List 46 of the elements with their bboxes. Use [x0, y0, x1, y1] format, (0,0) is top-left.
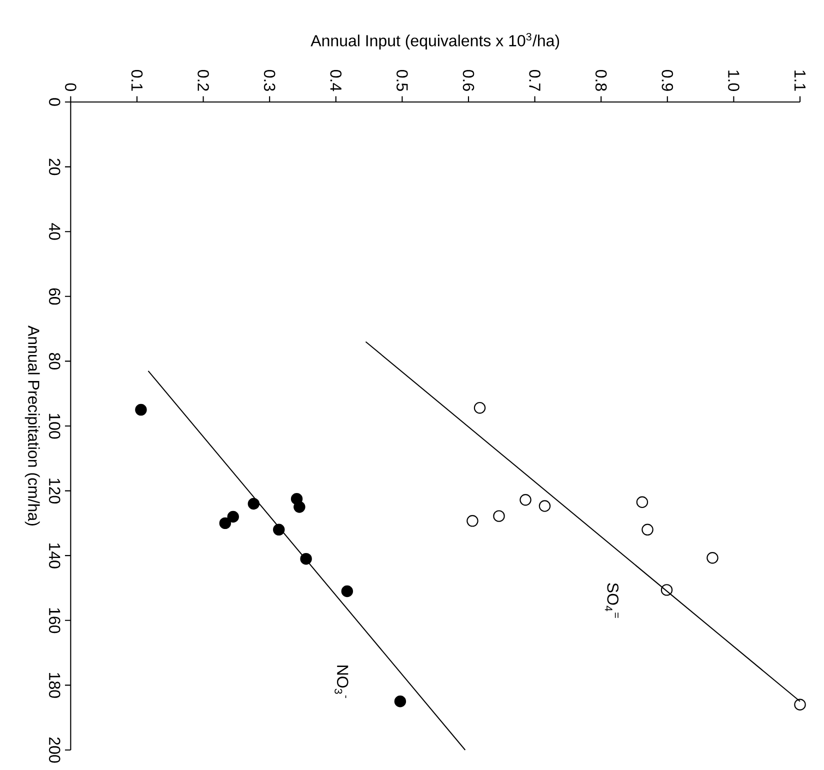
x-axis-title: Annual Input (equivalents x 10$^{3}$/ha)	[310, 32, 560, 50]
point	[272, 524, 285, 536]
y-tick-label: 160	[48, 608, 60, 634]
x-tick-label: 0.1	[131, 70, 143, 91]
x-tick-label: 0	[65, 83, 76, 91]
point	[219, 517, 232, 530]
text: NO$_{3}$-	[334, 666, 348, 698]
y-tick-label: 60	[48, 288, 60, 305]
point	[706, 552, 718, 564]
x-tick-label: 0.2	[198, 70, 209, 91]
point	[466, 515, 478, 527]
point	[248, 498, 260, 510]
y-tick-label: 100	[48, 414, 60, 439]
x-tick-label: 0.3	[264, 70, 276, 91]
y-axis-title: Annual Precipitation (cm/ha)	[24, 326, 40, 526]
x-tick-label: 0.8	[595, 70, 607, 91]
x-tick-label: 0.6	[462, 70, 474, 91]
point	[520, 494, 532, 506]
point	[341, 585, 354, 598]
point	[474, 402, 486, 414]
point	[794, 698, 806, 711]
y-tick-label: 200	[48, 737, 60, 763]
y-tick-label: 180	[48, 673, 60, 698]
y-tick-label: 20	[48, 158, 60, 176]
y-tick-label: 80	[48, 352, 60, 370]
x-tick-label: 0.5	[396, 70, 408, 91]
y-tick-label: 120	[48, 478, 60, 504]
point	[642, 524, 654, 536]
y-tick-label: 0	[48, 98, 60, 106]
point	[660, 584, 673, 596]
y-tick-label: 140	[48, 543, 60, 568]
point	[294, 501, 306, 513]
point	[227, 510, 239, 523]
point	[493, 510, 505, 522]
x-tick-label: 1.1	[794, 70, 806, 91]
point	[394, 696, 406, 708]
x-tick-label: 0.9	[662, 70, 674, 91]
x-tick-label: 0.7	[529, 70, 540, 91]
x-tick-label: 0.4	[330, 70, 342, 92]
point	[300, 552, 312, 565]
point	[538, 500, 551, 512]
point	[636, 496, 648, 508]
x-tick-label: 1.0	[728, 70, 740, 91]
text: SO$_{4}$=	[604, 583, 619, 618]
y-tick-label: 40	[48, 223, 60, 240]
point	[135, 404, 147, 416]
